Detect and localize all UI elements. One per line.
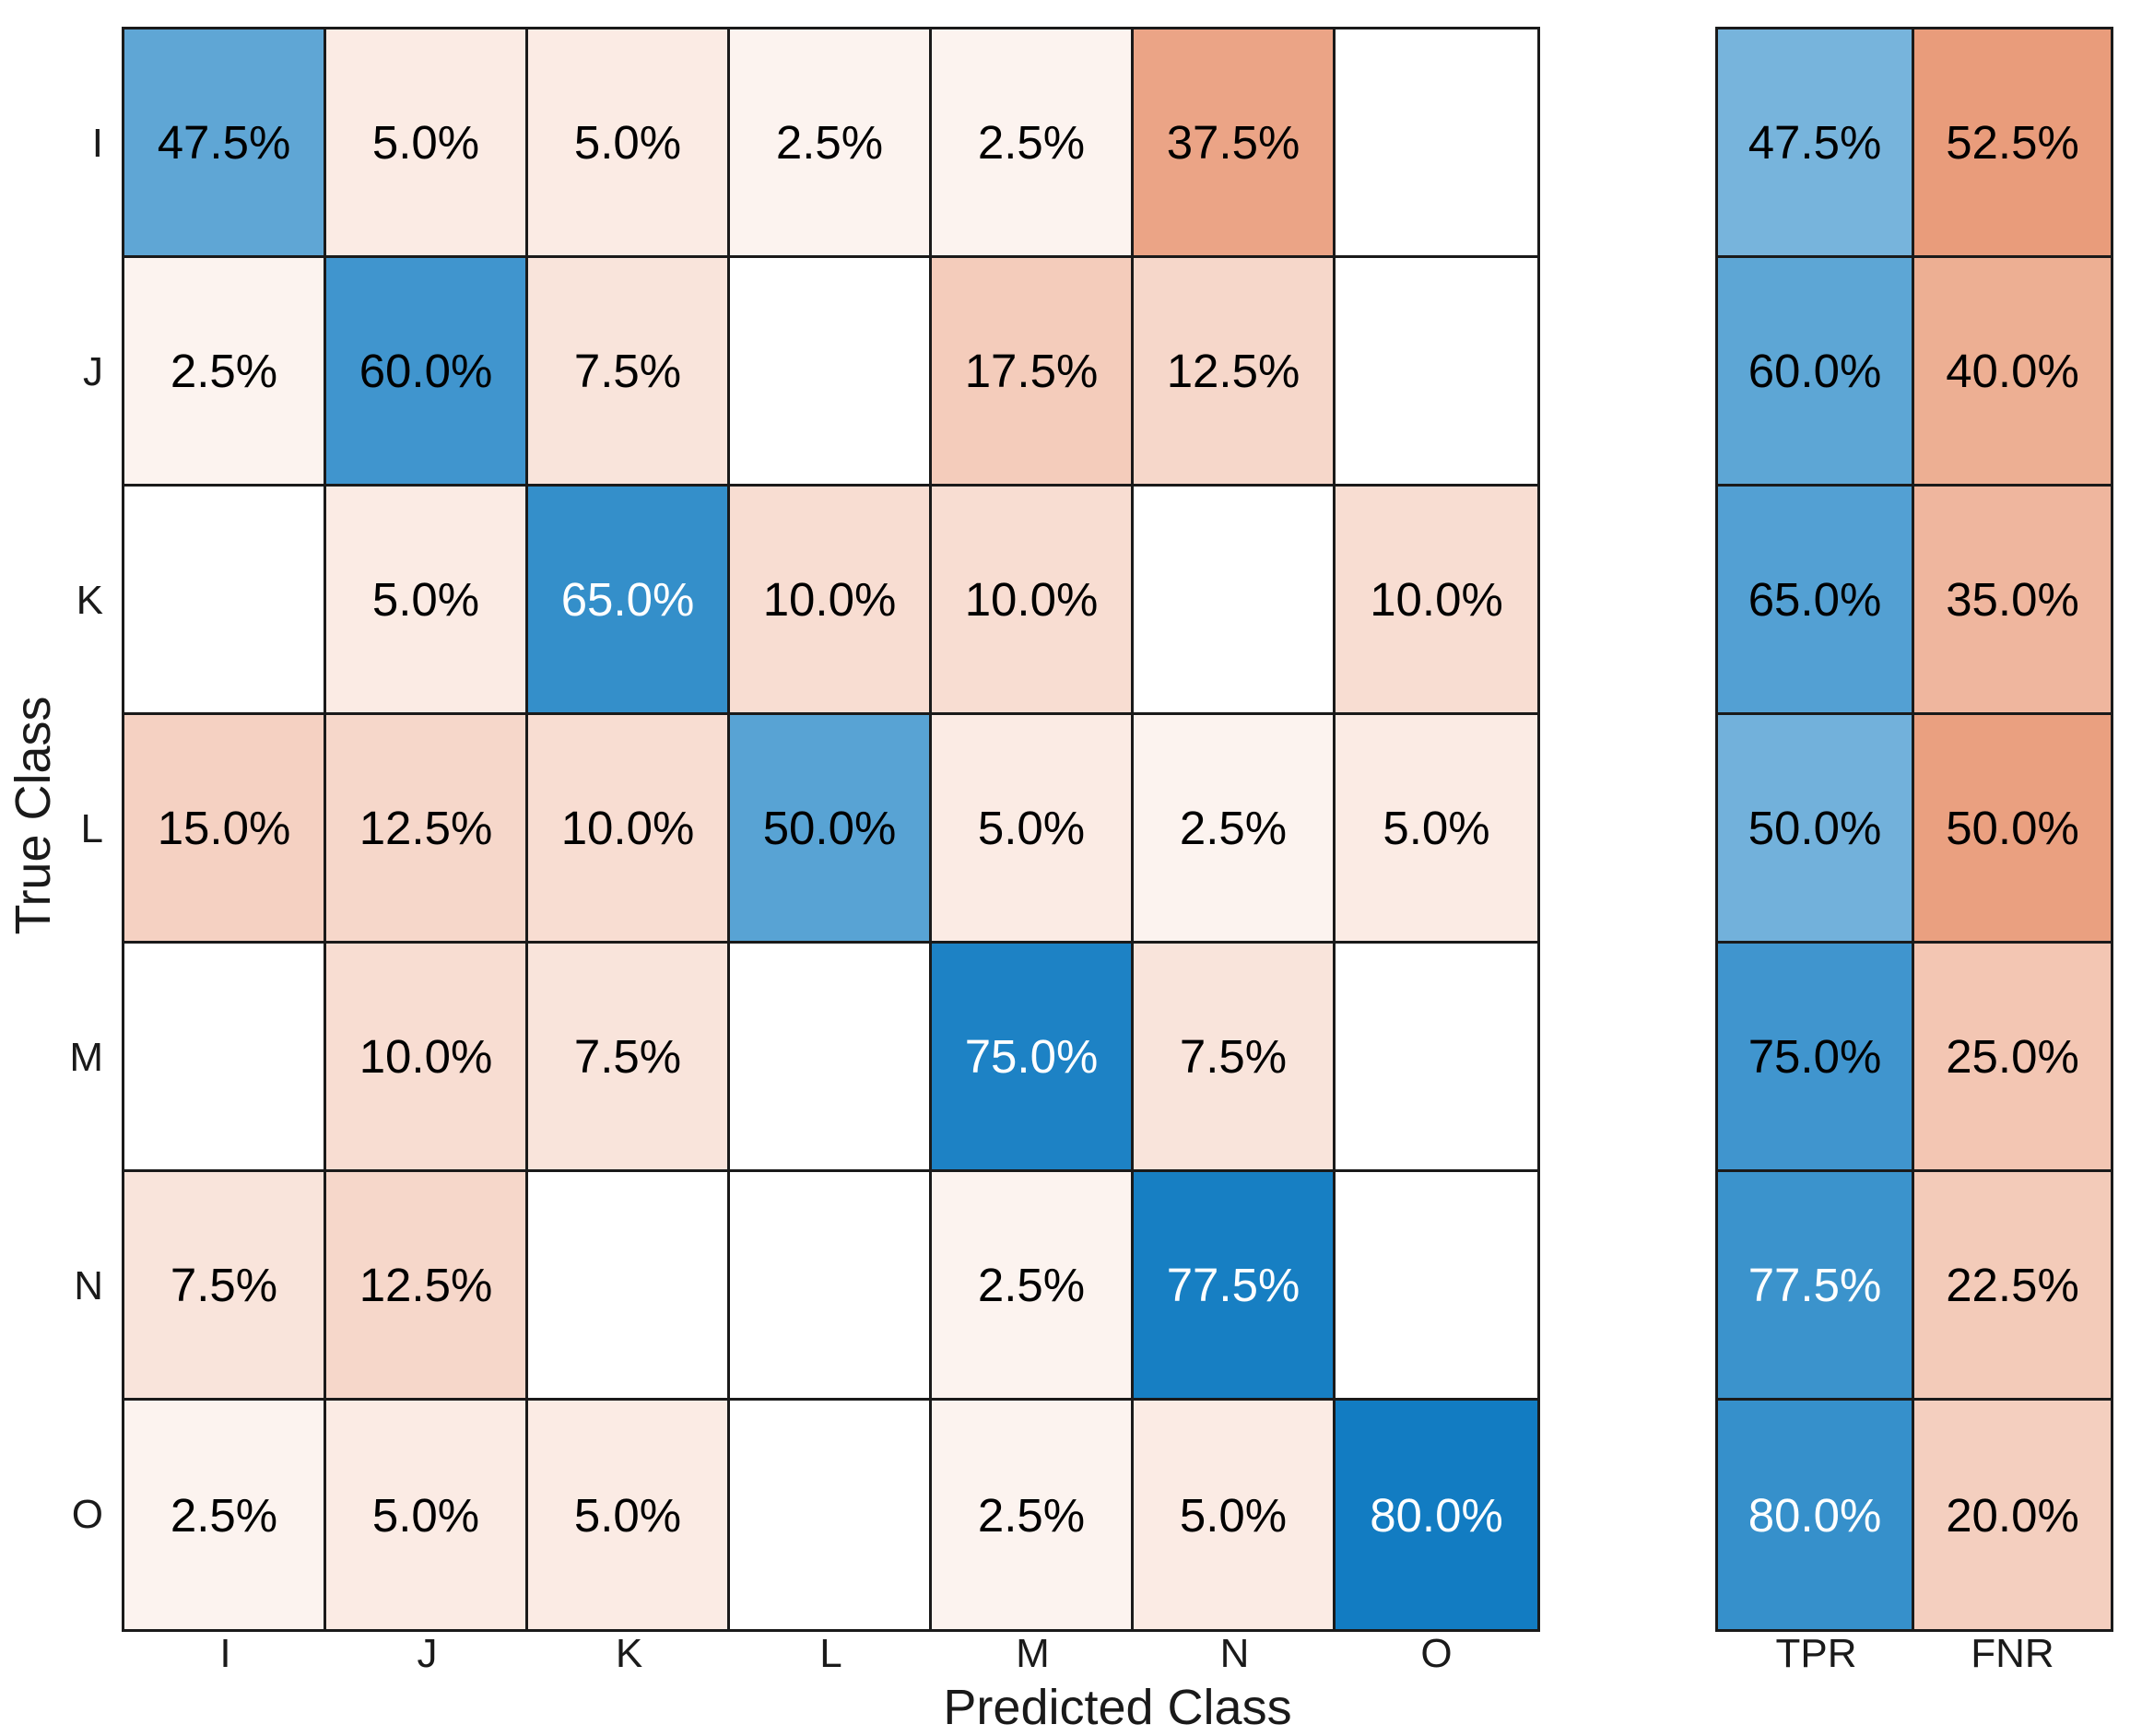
x-tick-O: O — [1420, 1631, 1453, 1676]
x-tick-L: L — [819, 1631, 842, 1676]
tpr-cell-L: 50.0% — [1718, 715, 1914, 944]
row-summary-grid: 47.5% 52.5% 60.0% 40.0% 65.0% 35.0% 50.0% 50.0%… — [1715, 27, 2113, 1632]
cell-M-M: 75.0% — [932, 944, 1134, 1172]
summary-label-fnr: FNR — [1971, 1631, 2054, 1676]
cell-K-M: 10.0% — [932, 487, 1134, 715]
fnr-cell-N: 22.5% — [1914, 1172, 2111, 1401]
cell-M-K: 7.5% — [528, 944, 730, 1172]
cell-L-I: 15.0% — [124, 715, 326, 944]
cell-J-I: 2.5% — [124, 258, 326, 487]
tpr-cell-J: 60.0% — [1718, 258, 1914, 487]
cell-K-L: 10.0% — [730, 487, 932, 715]
cell-J-K: 7.5% — [528, 258, 730, 487]
cell-M-N: 7.5% — [1134, 944, 1336, 1172]
x-tick-I: I — [219, 1631, 231, 1676]
y-tick-N: N — [74, 1263, 103, 1308]
x-tick-N: N — [1219, 1631, 1250, 1676]
cell-N-N: 77.5% — [1134, 1172, 1336, 1401]
confusion-matrix-grid: 47.5% 5.0% 5.0% 2.5% 2.5% 37.5% 2.5% 60.0% 7.5% 1… — [122, 27, 1540, 1632]
cell-M-L — [730, 944, 932, 1172]
x-axis-title: Predicted Class — [943, 1680, 1292, 1735]
fnr-cell-M: 25.0% — [1914, 944, 2111, 1172]
cell-J-M: 17.5% — [932, 258, 1134, 487]
cell-O-M: 2.5% — [932, 1401, 1134, 1629]
tpr-cell-N: 77.5% — [1718, 1172, 1914, 1401]
cell-K-K: 65.0% — [528, 487, 730, 715]
tpr-cell-I: 47.5% — [1718, 29, 1914, 258]
cell-J-N: 12.5% — [1134, 258, 1336, 487]
cell-J-L — [730, 258, 932, 487]
x-tick-J: J — [417, 1631, 438, 1676]
cell-O-K: 5.0% — [528, 1401, 730, 1629]
cell-M-J: 10.0% — [326, 944, 528, 1172]
cell-I-I: 47.5% — [124, 29, 326, 258]
cell-M-I — [124, 944, 326, 1172]
y-tick-O: O — [71, 1492, 103, 1537]
cell-I-K: 5.0% — [528, 29, 730, 258]
cell-N-K — [528, 1172, 730, 1401]
cell-K-N — [1134, 487, 1336, 715]
y-tick-M: M — [69, 1035, 103, 1080]
summary-label-tpr: TPR — [1775, 1631, 1857, 1676]
cell-N-M: 2.5% — [932, 1172, 1134, 1401]
cell-O-N: 5.0% — [1134, 1401, 1336, 1629]
fnr-cell-I: 52.5% — [1914, 29, 2111, 258]
cell-L-O: 5.0% — [1336, 715, 1537, 944]
cell-K-J: 5.0% — [326, 487, 528, 715]
tpr-cell-M: 75.0% — [1718, 944, 1914, 1172]
cell-I-N: 37.5% — [1134, 29, 1336, 258]
cell-J-J: 60.0% — [326, 258, 528, 487]
cell-O-I: 2.5% — [124, 1401, 326, 1629]
cell-L-J: 12.5% — [326, 715, 528, 944]
y-tick-J: J — [83, 349, 103, 394]
y-tick-L: L — [80, 806, 103, 851]
cell-N-L — [730, 1172, 932, 1401]
cell-I-J: 5.0% — [326, 29, 528, 258]
cell-N-J: 12.5% — [326, 1172, 528, 1401]
cell-L-N: 2.5% — [1134, 715, 1336, 944]
fnr-cell-O: 20.0% — [1914, 1401, 2111, 1629]
tpr-cell-K: 65.0% — [1718, 487, 1914, 715]
cell-J-O — [1336, 258, 1537, 487]
cell-K-I — [124, 487, 326, 715]
cell-K-O: 10.0% — [1336, 487, 1537, 715]
fnr-cell-L: 50.0% — [1914, 715, 2111, 944]
cell-O-J: 5.0% — [326, 1401, 528, 1629]
cell-L-M: 5.0% — [932, 715, 1134, 944]
fnr-cell-J: 40.0% — [1914, 258, 2111, 487]
cell-O-O: 80.0% — [1336, 1401, 1537, 1629]
cell-N-O — [1336, 1172, 1537, 1401]
cell-L-L: 50.0% — [730, 715, 932, 944]
cell-I-M: 2.5% — [932, 29, 1134, 258]
fnr-cell-K: 35.0% — [1914, 487, 2111, 715]
cell-M-O — [1336, 944, 1537, 1172]
x-tick-K: K — [615, 1631, 643, 1676]
cell-O-L — [730, 1401, 932, 1629]
cell-I-L: 2.5% — [730, 29, 932, 258]
tpr-cell-O: 80.0% — [1718, 1401, 1914, 1629]
y-tick-I: I — [91, 121, 103, 166]
cell-N-I: 7.5% — [124, 1172, 326, 1401]
cell-L-K: 10.0% — [528, 715, 730, 944]
y-tick-K: K — [76, 578, 103, 623]
x-tick-M: M — [1016, 1631, 1050, 1676]
cell-I-O — [1336, 29, 1537, 258]
